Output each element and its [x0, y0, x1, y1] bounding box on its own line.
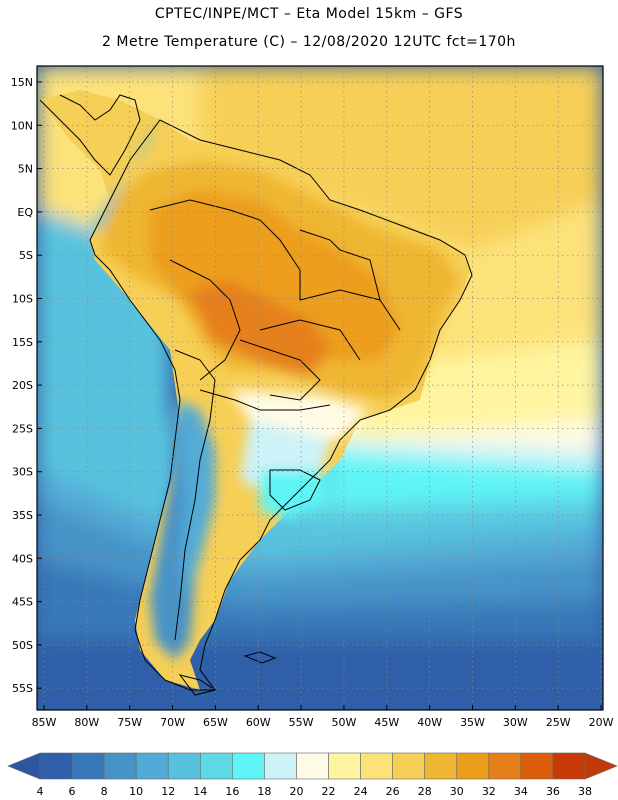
lon-tick-label: 55W — [289, 716, 314, 729]
central-america-coast — [39, 94, 141, 176]
colorbar-label: 16 — [225, 785, 239, 798]
colorbar: 4 6 8 10 12 14 16 18 20 22 24 26 28 30 32 34 36 38 — [7, 752, 618, 798]
colorbar-segment — [360, 752, 393, 780]
brazil-state-lines — [259, 229, 401, 361]
lat-tick-label: 20S — [12, 379, 33, 392]
lat-tick-label: 10N — [11, 119, 33, 132]
lon-tick-label: 35W — [460, 716, 485, 729]
colorbar-label: 20 — [289, 785, 303, 798]
south-america-coast — [89, 119, 473, 691]
colorbar-label: 36 — [546, 785, 560, 798]
lat-tick-label: 50S — [12, 639, 33, 652]
colorbar-segment — [392, 752, 426, 780]
lat-tick-label: 30S — [12, 466, 33, 479]
colorbar-segment — [232, 752, 265, 780]
lon-tick-label: 60W — [246, 716, 271, 729]
map-frame — [36, 65, 604, 711]
colorbar-label: 32 — [482, 785, 496, 798]
lat-tick-label: 35S — [12, 509, 33, 522]
colorbar-label: 34 — [514, 785, 528, 798]
longitude-labels: 85W 80W 75W 70W 65W 60W 55W 50W 45W 40W 35W 30W 25W 2… — [32, 705, 614, 729]
uruguay-border — [269, 469, 321, 511]
coastlines — [39, 94, 473, 696]
colorbar-segment — [264, 752, 297, 780]
colorbar-label: 26 — [386, 785, 400, 798]
colorbar-segment — [424, 752, 458, 780]
colorbar-segment — [199, 752, 233, 780]
paraguay-border — [239, 339, 321, 401]
tierra-del-fuego — [178, 674, 217, 696]
land-andes-cold — [90, 120, 160, 230]
colorbar-label: 18 — [257, 785, 271, 798]
colorbar-segment — [103, 752, 137, 780]
falklands — [243, 651, 277, 664]
lat-tick-label: 45S — [12, 596, 33, 609]
colorbar-segment — [167, 752, 201, 780]
lon-tick-label: 80W — [74, 716, 99, 729]
colorbar-segment — [296, 752, 329, 780]
lat-tick-label: 55S — [12, 682, 33, 695]
colorbar-segment — [552, 752, 586, 780]
colorbar-label: 8 — [101, 785, 108, 798]
lon-tick-label: 45W — [374, 716, 399, 729]
colorbar-segment — [71, 752, 105, 780]
colorbar-low-arrow — [7, 752, 41, 780]
colorbar-label: 24 — [354, 785, 368, 798]
colorbar-label: 30 — [450, 785, 464, 798]
colorbar-segment — [39, 752, 73, 780]
bolivia-border — [169, 259, 241, 381]
colorbar-label: 28 — [418, 785, 432, 798]
colorbar-label: 14 — [193, 785, 207, 798]
title-line-2: 2 Metre Temperature (C) – 12/08/2020 12U… — [102, 34, 516, 50]
colorbar-high-arrow — [584, 752, 618, 780]
lon-tick-label: 85W — [32, 716, 57, 729]
colorbar-label: 4 — [37, 785, 44, 798]
lat-tick-label: 5N — [18, 163, 33, 176]
lat-tick-label: 15S — [12, 336, 33, 349]
colorbar-label: 22 — [322, 785, 336, 798]
land-southeast-cream — [230, 390, 370, 440]
lon-tick-label: 70W — [160, 716, 185, 729]
lat-tick-label: 10S — [12, 293, 33, 306]
lon-tick-label: 30W — [503, 716, 528, 729]
lat-tick-label: 40S — [12, 552, 33, 565]
lat-tick-label: 5S — [19, 249, 33, 262]
latitude-labels: 15N 10N 5N EQ 5S 10S 15S 20S 25S 30S 35S 40S 45S 50S 5… — [11, 76, 42, 695]
colorbar-segment — [328, 752, 361, 780]
title-line-1: CPTEC/INPE/MCT – Eta Model 15km – GFS — [154, 6, 464, 22]
colorbar-segment — [520, 752, 554, 780]
colorbar-label: 12 — [161, 785, 175, 798]
lat-tick-label: 15N — [11, 76, 33, 89]
lat-tick-label: EQ — [17, 206, 33, 219]
lon-tick-label: 20W — [589, 716, 614, 729]
colorbar-segment — [456, 752, 490, 780]
lat-tick-label: 25S — [12, 422, 33, 435]
colorbar-label: 6 — [69, 785, 76, 798]
colorbar-segment — [488, 752, 522, 780]
colorbar-label: 10 — [129, 785, 143, 798]
lon-tick-label: 75W — [117, 716, 142, 729]
brazil-west-border — [149, 199, 301, 300]
lon-tick-label: 50W — [332, 716, 357, 729]
argentina-brazil-border — [199, 389, 331, 411]
lon-tick-label: 40W — [417, 716, 442, 729]
lon-tick-label: 25W — [546, 716, 571, 729]
lon-tick-label: 65W — [203, 716, 228, 729]
colorbar-segment — [135, 752, 169, 780]
andes-border — [174, 349, 216, 641]
colorbar-label: 38 — [578, 785, 592, 798]
map-area — [37, 66, 603, 710]
land-hot-core — [190, 280, 330, 375]
